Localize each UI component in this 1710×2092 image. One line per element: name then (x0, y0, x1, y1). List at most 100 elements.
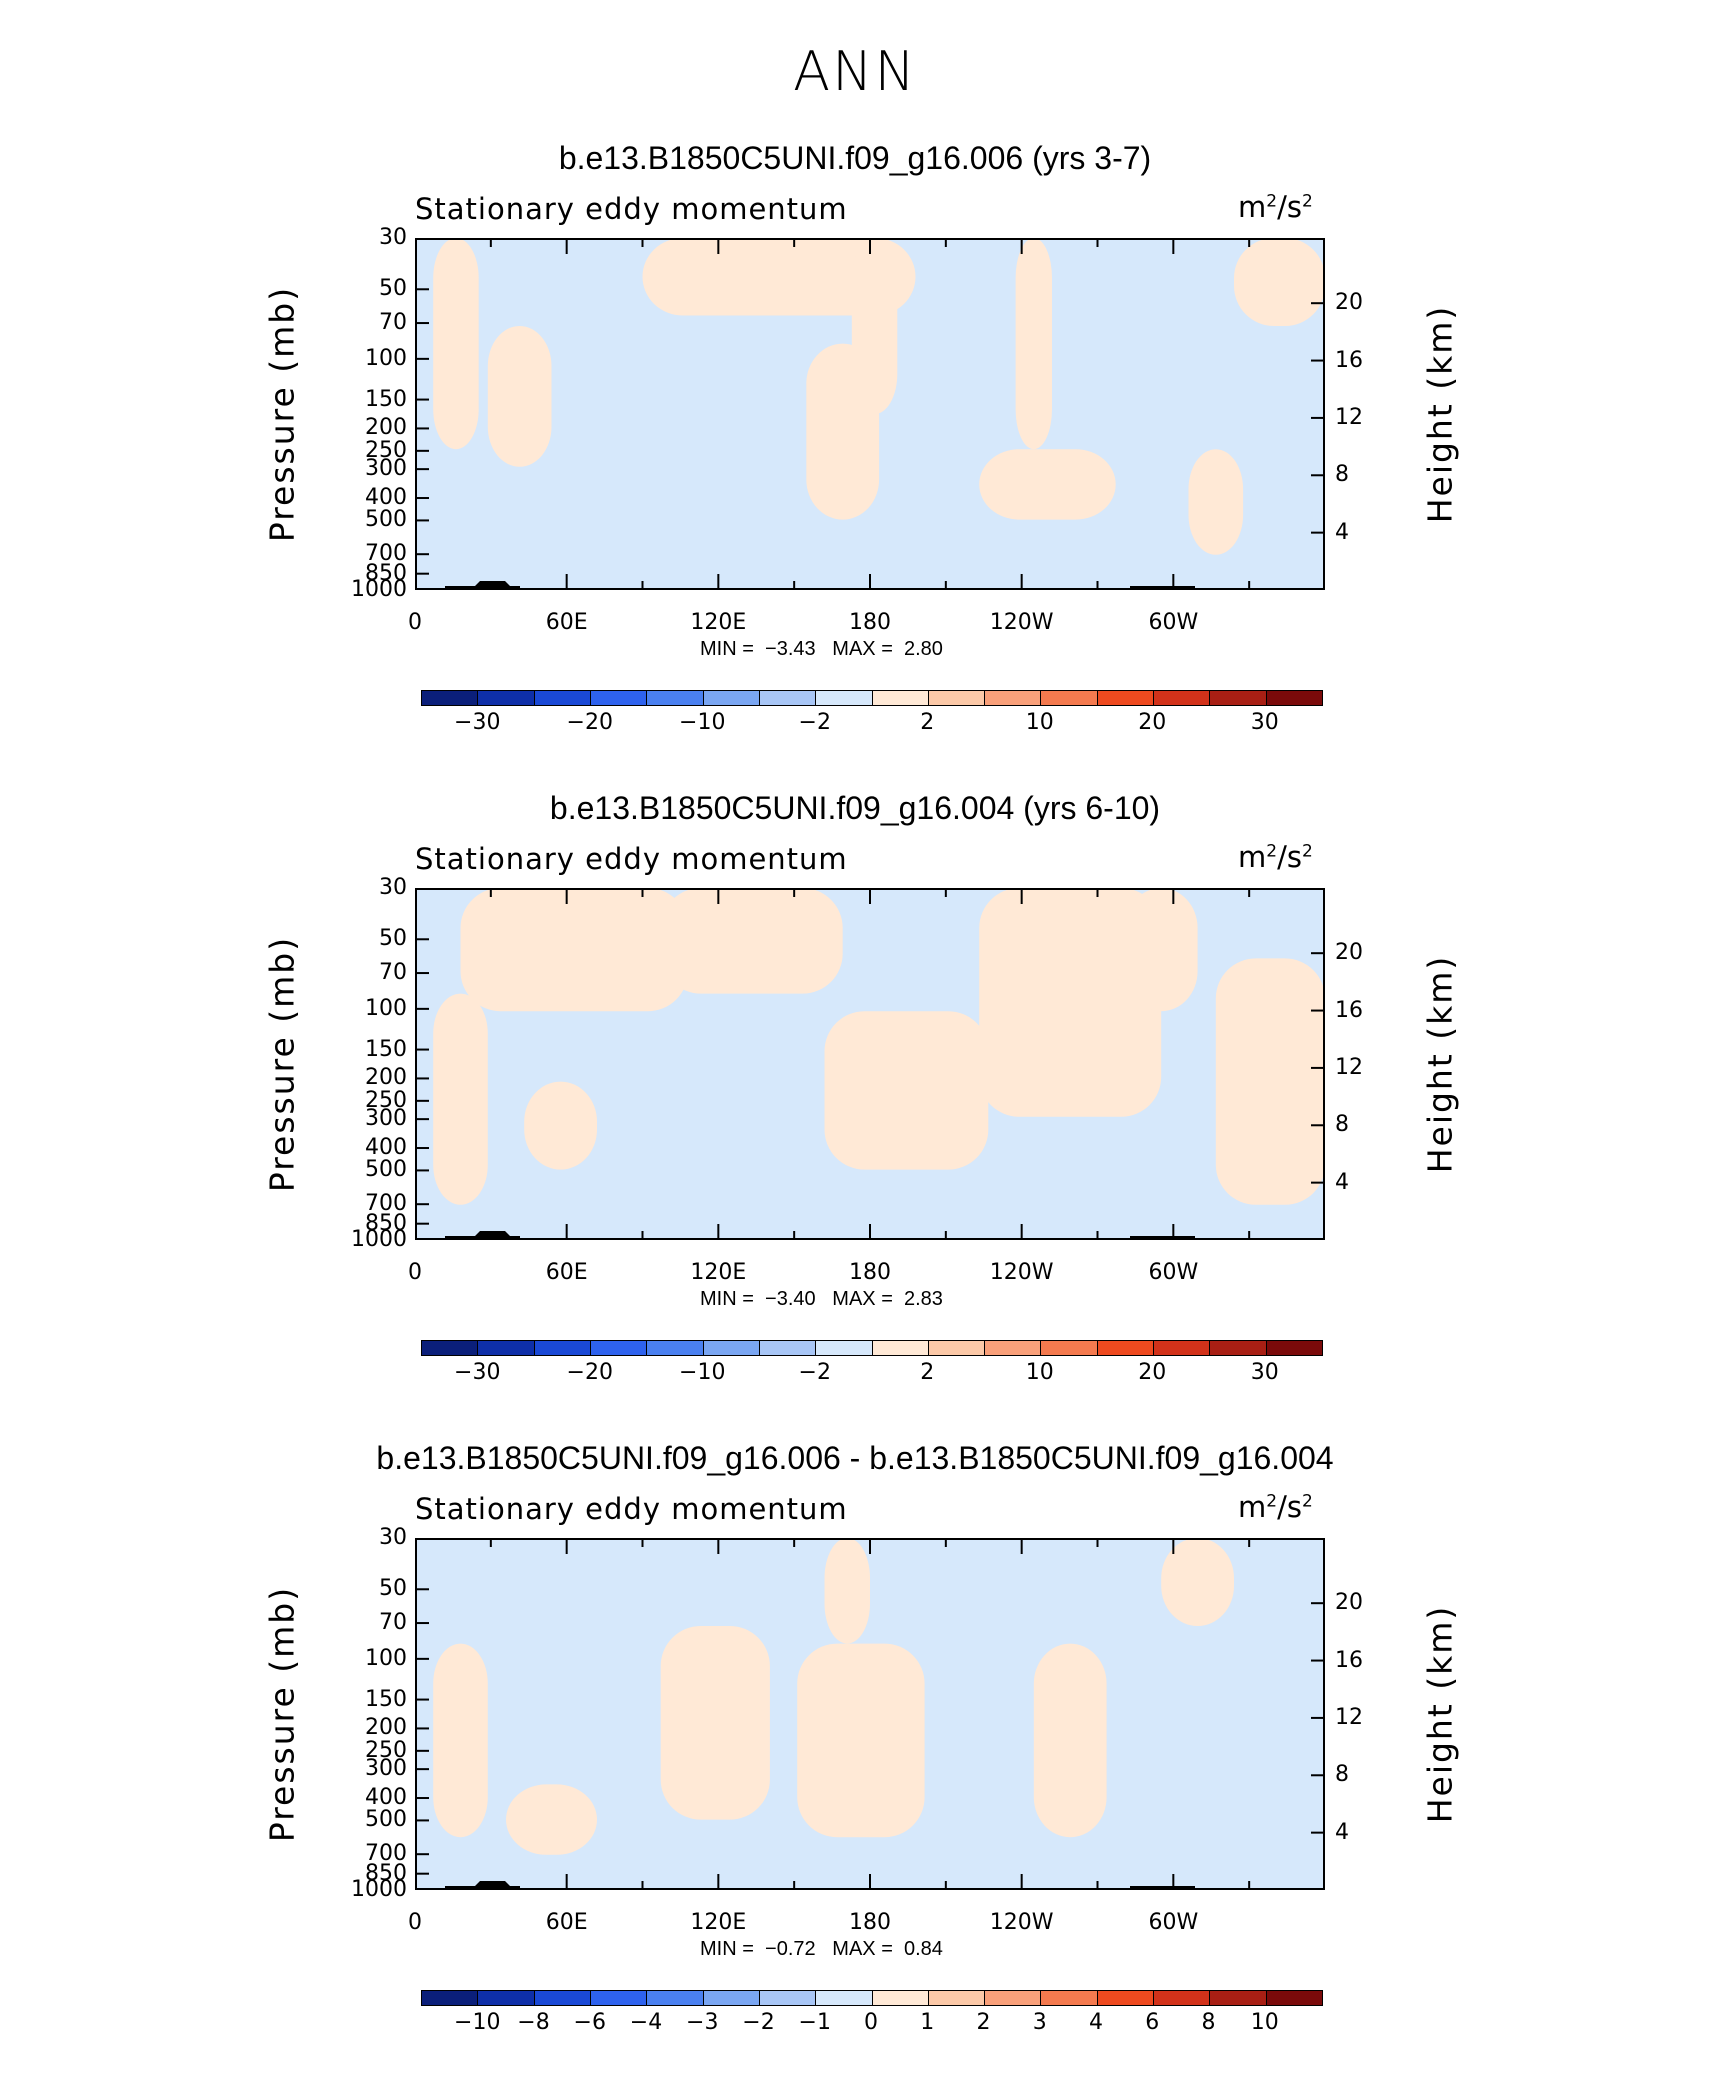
positive-region (433, 1643, 488, 1838)
y-tick-label: 50 (379, 276, 407, 302)
positive-region (487, 326, 552, 467)
y-tick-label: 500 (365, 1807, 407, 1833)
colorbar-label: −8 (517, 2010, 550, 2035)
x-tick-label: 60W (1148, 1260, 1199, 1285)
colorbar-label: 3 (1032, 2010, 1047, 2035)
positive-region (524, 1081, 597, 1170)
min-label: MIN = (700, 1938, 754, 1960)
colorbar-swatch (928, 691, 986, 705)
colorbar-label: −2 (798, 1360, 831, 1385)
y-tick-label: 250 (365, 1087, 407, 1113)
y-tick-label-right: 12 (1335, 1704, 1363, 1730)
colorbar (421, 690, 1323, 706)
y-tick-label: 50 (379, 1576, 407, 1602)
colorbar-label: −30 (454, 710, 501, 735)
colorbar-swatch (534, 1991, 591, 2005)
colorbar-swatch (703, 1341, 760, 1355)
y-tick-label-right: 16 (1335, 347, 1363, 373)
y-tick-label-right: 8 (1335, 462, 1349, 488)
colorbar-swatch (872, 1341, 929, 1355)
colorbar-swatch (1041, 1991, 1098, 2005)
positive-region (1124, 888, 1198, 1012)
units-exp: 2 (1301, 841, 1313, 862)
units-sep: /s (1277, 1490, 1302, 1524)
panel-title: b.e13.B1850C5UNI.f09_g16.006 (yrs 3-7) (558, 140, 1152, 176)
positive-region (433, 238, 479, 450)
y-tick-label: 70 (379, 310, 407, 336)
panel-3: b.e13.B1850C5UNI.f09_g16.006 - b.e13.B18… (0, 1440, 1710, 2092)
colorbar-swatch (759, 1341, 817, 1355)
positive-region (1015, 238, 1052, 450)
positive-region (824, 1011, 989, 1170)
units-label: m2/s2 (1238, 190, 1313, 224)
colorbar-swatch (590, 1991, 648, 2005)
panel-2: b.e13.B1850C5UNI.f09_g16.004 (yrs 6-10) S… (0, 790, 1710, 1442)
y-tick-label: 700 (365, 1841, 407, 1867)
min-max-readout: MIN = −0.72 MAX = 0.84 (700, 1938, 943, 1961)
colorbar-swatch (1097, 1991, 1155, 2005)
y-axis-label-right: Height (km) (1420, 304, 1460, 524)
min-value: −0.72 (753, 1938, 816, 1960)
colorbar-swatch (985, 691, 1042, 705)
panel-1: b.e13.B1850C5UNI.f09_g16.006 (yrs 3-7) St… (0, 140, 1710, 792)
y-tick-label: 700 (365, 1191, 407, 1217)
y-tick-label-right: 16 (1335, 997, 1363, 1023)
y-axis-label: Pressure (mb) (262, 285, 302, 543)
colorbar-label: −1 (798, 2010, 831, 2035)
y-tick-label: 100 (365, 1645, 407, 1671)
y-tick-label: 150 (365, 1036, 407, 1062)
x-tick-label: 120W (989, 610, 1054, 635)
y-tick-label: 70 (379, 960, 407, 986)
y-tick-label-right: 4 (1335, 1169, 1349, 1195)
colorbar-swatch (534, 1341, 591, 1355)
colorbar-swatch (1266, 691, 1322, 705)
colorbar-swatch (422, 691, 479, 705)
colorbar (421, 1340, 1323, 1356)
y-tick-label-right: 4 (1335, 519, 1349, 545)
colorbar-swatch (928, 1991, 986, 2005)
y-tick-label-right: 4 (1335, 1819, 1349, 1845)
colorbar-label: −2 (742, 2010, 775, 2035)
y-tick-label-right: 20 (1335, 940, 1363, 966)
x-tick-label: 60E (545, 1910, 588, 1935)
y-tick-label: 1000 (351, 1877, 407, 1902)
colorbar-swatch (1266, 1991, 1322, 2005)
colorbar-swatch (422, 1341, 479, 1355)
positive-region (1033, 1643, 1107, 1838)
y-tick-label: 30 (379, 1525, 407, 1550)
positive-region (797, 1643, 925, 1838)
positive-region (642, 238, 916, 316)
max-label: MAX = (815, 1288, 893, 1310)
x-tick-label: 120E (690, 1910, 747, 1935)
positive-region (1215, 958, 1325, 1205)
colorbar-label: 20 (1138, 710, 1167, 735)
x-tick-label: 180 (849, 1910, 891, 1935)
positive-region (979, 449, 1116, 520)
x-tick-label: 120W (989, 1260, 1054, 1285)
colorbar-swatch (1210, 1991, 1267, 2005)
colorbar-swatch (1097, 691, 1155, 705)
colorbar-label: −20 (566, 710, 613, 735)
colorbar-label: 6 (1145, 2010, 1160, 2035)
colorbar-label: 1 (920, 2010, 935, 2035)
colorbar-swatch (647, 1991, 704, 2005)
field-name: Stationary eddy momentum (415, 192, 848, 226)
positive-region (460, 888, 688, 1012)
y-tick-label: 1000 (351, 1227, 407, 1252)
colorbar-label: 10 (1250, 2010, 1279, 2035)
colorbar-label: −6 (573, 2010, 606, 2035)
colorbar-swatch (1041, 691, 1098, 705)
min-label: MIN = (700, 1288, 754, 1310)
x-tick-label: 60E (545, 610, 588, 635)
y-axis-label-right: Height (km) (1420, 954, 1460, 1174)
colorbar-swatch (985, 1341, 1042, 1355)
heatmap-svg (414, 237, 1326, 591)
x-tick-label: 180 (849, 610, 891, 635)
y-axis-label: Pressure (mb) (262, 1585, 302, 1843)
colorbar-swatch (478, 1991, 535, 2005)
y-tick-label-right: 12 (1335, 404, 1363, 430)
y-axis-label: Pressure (mb) (262, 935, 302, 1193)
x-tick-label: 120W (989, 1910, 1054, 1935)
y-tick-label: 500 (365, 1157, 407, 1183)
min-label: MIN = (700, 638, 754, 660)
